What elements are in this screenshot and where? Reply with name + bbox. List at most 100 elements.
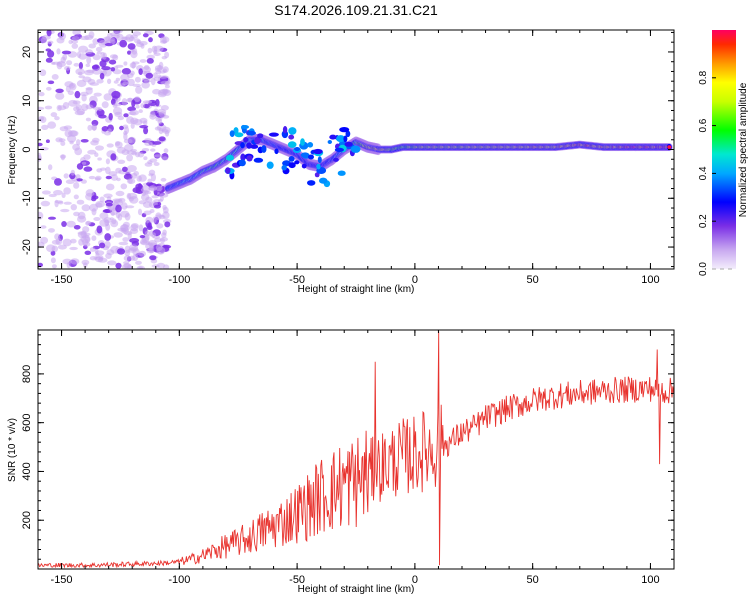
noise-blob [157, 108, 167, 115]
ridge-scatter [316, 163, 321, 170]
noise-blob [51, 264, 57, 269]
noise-blob [95, 250, 105, 256]
noise-blob [145, 216, 154, 224]
noise-blob [98, 114, 107, 119]
noise-blob [85, 189, 95, 197]
noise-blob [73, 225, 81, 230]
noise-blob [150, 77, 156, 86]
ridge-scatter [274, 148, 279, 155]
noise-blob [135, 85, 143, 94]
colorbar-label: Normalized spectral amplitude [738, 82, 749, 217]
noise-blob [160, 238, 165, 244]
noise-blob [95, 46, 103, 53]
noise-blob [107, 128, 112, 134]
noise-blob [66, 220, 76, 228]
ridge-scatter [246, 142, 252, 149]
noise-blob [67, 134, 77, 143]
noise-blob [146, 54, 155, 60]
noise-blob [54, 200, 64, 204]
ridge-scatter [229, 130, 235, 138]
noise-blob [108, 112, 113, 121]
ridge-scatter [317, 156, 322, 164]
noise-blob [105, 175, 112, 180]
noise-blob [143, 65, 150, 70]
noise-blob [55, 92, 65, 100]
noise-blob [45, 57, 53, 63]
noise-blob [60, 208, 70, 213]
noise-blob [138, 266, 143, 269]
noise-blob [100, 51, 106, 59]
ridge-scatter [313, 148, 323, 155]
noise-blob [153, 199, 161, 203]
noise-blob [115, 77, 121, 82]
noise-blob [128, 111, 137, 116]
x-tick-label: 100 [641, 274, 659, 286]
noise-blob [38, 91, 45, 97]
noise-blob [117, 83, 126, 87]
ridge-scatter [350, 145, 361, 153]
noise-blob [58, 138, 66, 142]
noise-blob [131, 99, 136, 108]
snr-y-label: SNR (10 * v/v) [7, 418, 18, 482]
noise-blob [87, 124, 93, 131]
noise-blob [138, 68, 143, 75]
noise-blob [46, 86, 52, 91]
noise-blob [68, 99, 78, 107]
noise-blob [112, 198, 123, 202]
noise-blob [95, 145, 104, 151]
ridge-scatter [281, 164, 287, 171]
colorbar-tick-label: 0.8 [698, 70, 709, 84]
noise-blob [50, 112, 58, 118]
noise-blob [147, 178, 152, 183]
noise-blob [151, 195, 159, 199]
noise-blob [72, 143, 80, 151]
noise-blob [125, 34, 134, 42]
noise-blob [162, 205, 167, 210]
colorbar-tick-label: 0.0 [698, 262, 709, 276]
noise-blob [39, 69, 47, 77]
ridge-scatter [301, 163, 307, 169]
noise-blob [47, 50, 55, 58]
spectrogram-y-label: Frequency (Hz) [7, 116, 18, 185]
noise-blob [148, 246, 155, 254]
noise-blob [135, 104, 140, 109]
noise-blob [91, 235, 97, 241]
y-tick-label: 400 [21, 462, 33, 480]
noise-blob [71, 36, 80, 41]
noise-blob [158, 75, 168, 79]
noise-blob [148, 37, 153, 43]
noise-blob [126, 178, 136, 185]
noise-blob [73, 62, 80, 67]
noise-blob [119, 125, 124, 131]
noise-blob [127, 50, 132, 55]
y-tick-label: -10 [21, 190, 33, 206]
noise-blob [50, 257, 56, 264]
noise-blob [57, 105, 67, 111]
noise-blob [104, 240, 111, 249]
colorbar-axes: 0.0 0.2 0.4 0.6 0.8 [698, 70, 736, 276]
noise-blob [69, 246, 78, 251]
ridge-scatter [225, 167, 231, 175]
ridge-scatter [233, 127, 239, 135]
noise-blob [115, 204, 122, 213]
noise-blob [138, 174, 147, 182]
ridge-scatter [288, 162, 296, 169]
noise-blob [150, 148, 156, 152]
noise-blob [116, 177, 121, 182]
noise-blob [147, 47, 153, 54]
noise-blob [152, 141, 162, 145]
noise-blob [70, 258, 80, 265]
noise-blob [55, 88, 64, 94]
ridge-scatter [287, 141, 297, 148]
noise-blob [41, 124, 49, 130]
noise-blob [120, 210, 130, 218]
ridge-scatter [307, 142, 314, 148]
noise-blob [146, 58, 154, 64]
y-tick-label: -20 [21, 239, 33, 255]
x-tick-label: 0 [412, 274, 418, 286]
noise-blob [164, 84, 170, 89]
noise-blob [81, 204, 91, 212]
noise-blob [54, 116, 60, 121]
noise-blob [129, 62, 137, 69]
